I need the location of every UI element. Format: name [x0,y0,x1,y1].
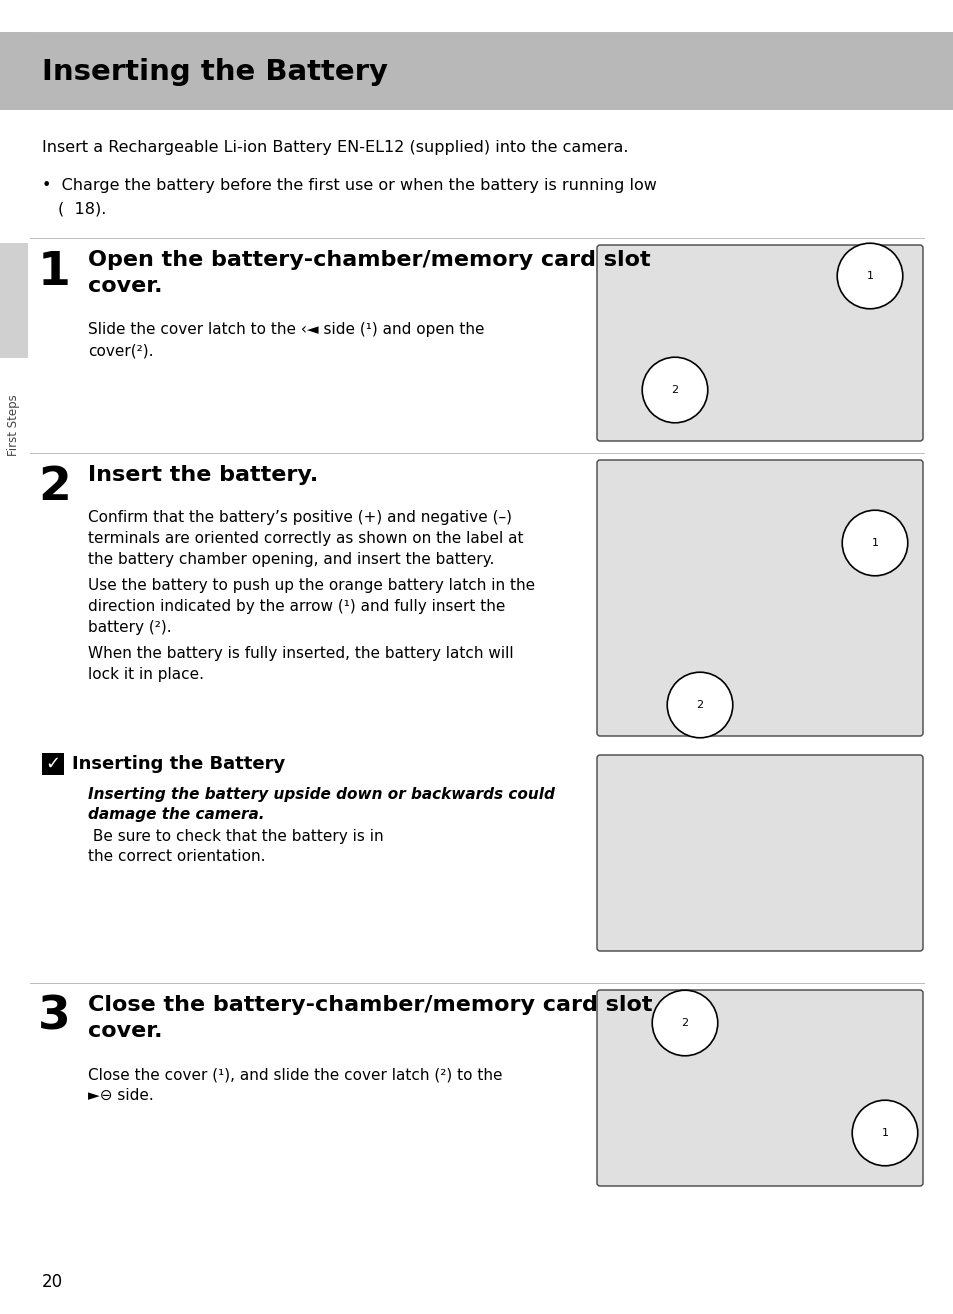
Text: Be sure to check that the battery is in
the correct orientation.: Be sure to check that the battery is in … [88,829,383,863]
Text: 2: 2 [680,1018,688,1028]
FancyBboxPatch shape [597,244,923,442]
Text: Open the battery-chamber/memory card slot
cover.: Open the battery-chamber/memory card slo… [88,250,650,296]
Text: 2: 2 [696,700,702,710]
Text: •  Charge the battery before the first use or when the battery is running low: • Charge the battery before the first us… [42,177,657,193]
Text: 2: 2 [671,385,678,396]
Text: Close the cover (¹), and slide the cover latch (²) to the
►⊖ side.: Close the cover (¹), and slide the cover… [88,1067,502,1102]
Text: Inserting the Battery: Inserting the Battery [42,58,388,85]
Text: First Steps: First Steps [8,394,20,456]
Text: 1: 1 [865,271,873,281]
Text: (  18).: ( 18). [58,202,107,217]
Text: ✓: ✓ [46,756,60,773]
Text: Insert a Rechargeable Li-ion Battery EN-EL12 (supplied) into the camera.: Insert a Rechargeable Li-ion Battery EN-… [42,141,628,155]
Text: 1: 1 [881,1127,887,1138]
Bar [0,243,28,357]
Text: 20: 20 [42,1273,63,1290]
FancyBboxPatch shape [597,989,923,1187]
FancyBboxPatch shape [597,756,923,951]
Bar [0,32,953,110]
Text: 3: 3 [38,995,71,1039]
Text: Confirm that the battery’s positive (+) and negative (–)
terminals are oriented : Confirm that the battery’s positive (+) … [88,510,523,568]
Bar [0,0,953,30]
Text: Close the battery-chamber/memory card slot
cover.: Close the battery-chamber/memory card sl… [88,995,652,1041]
Text: Inserting the Battery: Inserting the Battery [71,756,285,773]
Bar [42,753,64,775]
Text: 1: 1 [38,250,71,296]
Text: Use the battery to push up the orange battery latch in the
direction indicated b: Use the battery to push up the orange ba… [88,578,535,635]
Text: Slide the cover latch to the ‹◄ side (¹) and open the
cover(²).: Slide the cover latch to the ‹◄ side (¹)… [88,322,484,357]
Text: Insert the battery.: Insert the battery. [88,465,318,485]
FancyBboxPatch shape [597,460,923,736]
Text: 2: 2 [38,465,71,510]
Text: 1: 1 [871,537,878,548]
Text: Inserting the battery upside down or backwards could
damage the camera.: Inserting the battery upside down or bac… [88,787,555,821]
Text: When the battery is fully inserted, the battery latch will
lock it in place.: When the battery is fully inserted, the … [88,646,513,682]
